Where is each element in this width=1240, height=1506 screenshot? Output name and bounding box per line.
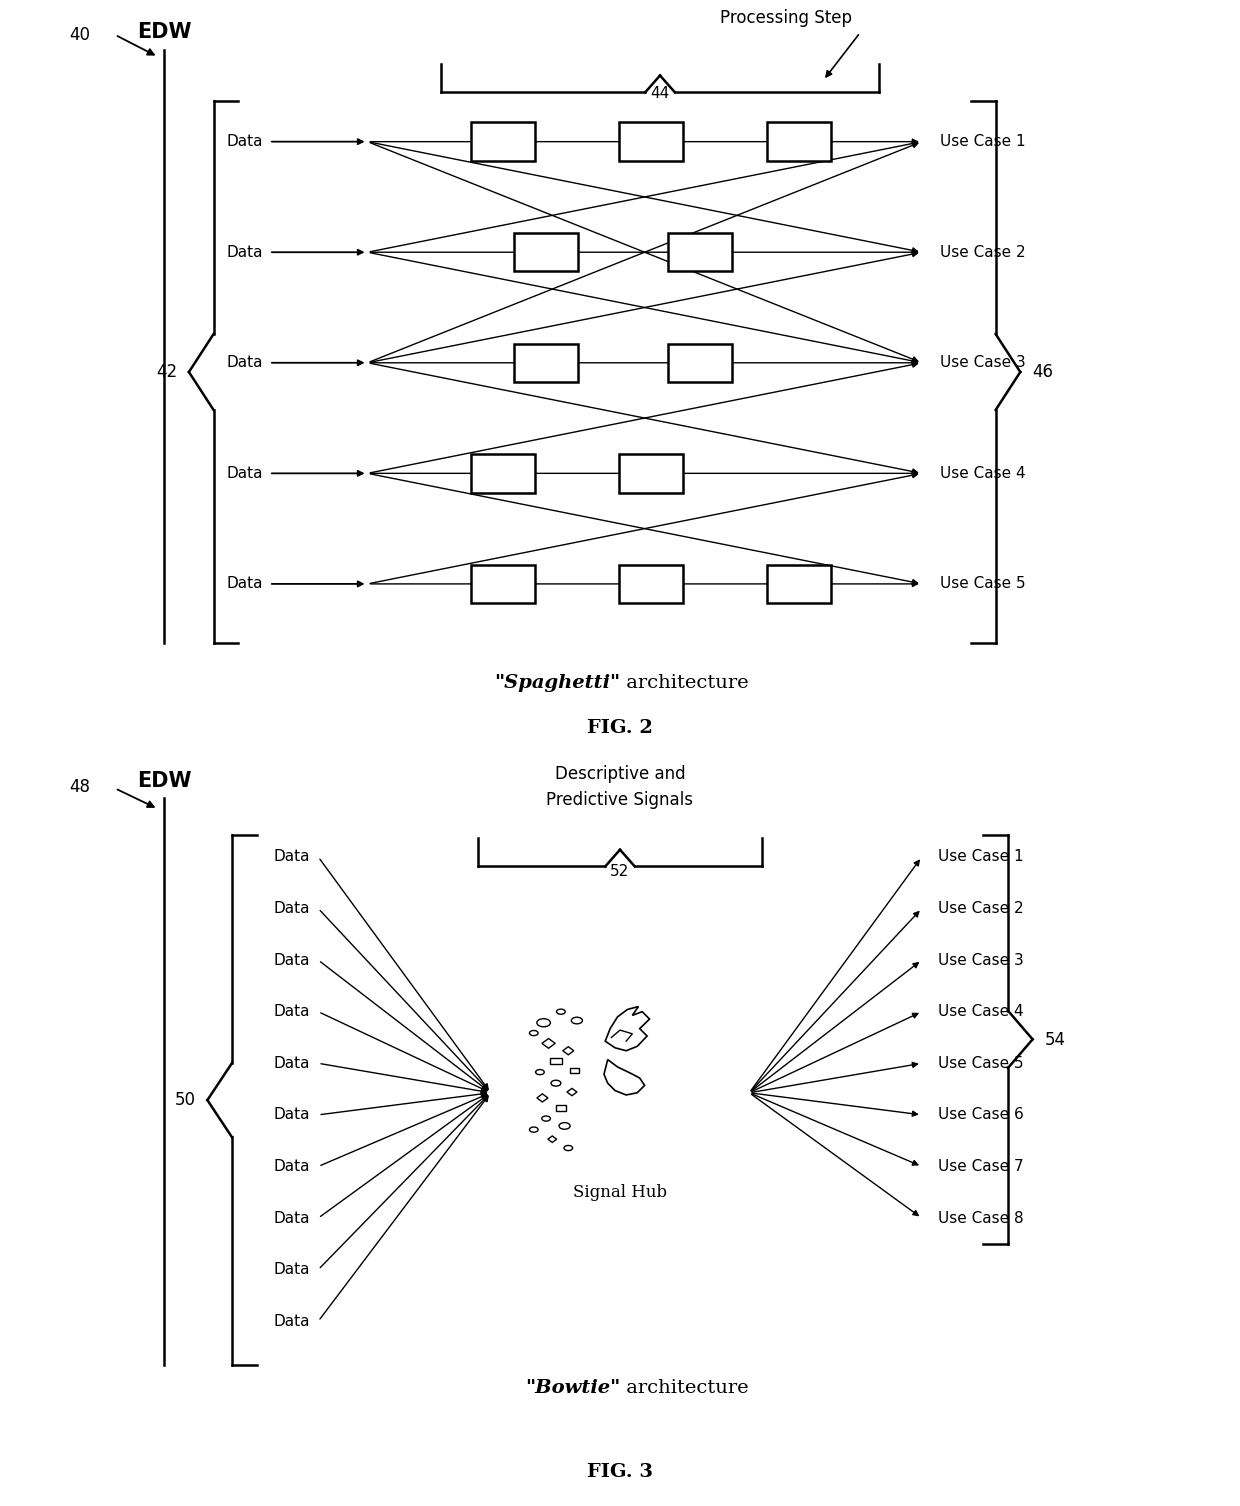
- Text: Use Case 1: Use Case 1: [937, 849, 1023, 864]
- Text: Data: Data: [227, 355, 263, 370]
- Text: architecture: architecture: [620, 675, 749, 693]
- Text: Data: Data: [273, 849, 310, 864]
- FancyBboxPatch shape: [619, 122, 683, 161]
- Text: architecture: architecture: [620, 1378, 749, 1396]
- Text: Use Case 5: Use Case 5: [940, 577, 1025, 592]
- Text: "Spaghetti": "Spaghetti": [494, 675, 620, 693]
- Text: Data: Data: [273, 1211, 310, 1226]
- FancyBboxPatch shape: [619, 455, 683, 492]
- Text: Use Case 8: Use Case 8: [937, 1211, 1023, 1226]
- FancyBboxPatch shape: [515, 343, 578, 383]
- FancyBboxPatch shape: [766, 122, 831, 161]
- Text: EDW: EDW: [138, 23, 191, 42]
- FancyBboxPatch shape: [668, 233, 732, 271]
- FancyBboxPatch shape: [557, 1105, 565, 1111]
- Text: Processing Step: Processing Step: [720, 9, 852, 27]
- Text: Data: Data: [273, 1160, 310, 1175]
- Text: Data: Data: [273, 1313, 310, 1328]
- FancyBboxPatch shape: [766, 565, 831, 602]
- Text: 40: 40: [69, 26, 91, 44]
- Text: Use Case 6: Use Case 6: [937, 1107, 1023, 1122]
- PathPatch shape: [605, 1006, 650, 1051]
- FancyBboxPatch shape: [569, 1068, 579, 1074]
- Text: Data: Data: [227, 577, 263, 592]
- Text: 42: 42: [156, 363, 177, 381]
- FancyBboxPatch shape: [515, 233, 578, 271]
- Text: 44: 44: [650, 86, 670, 101]
- Text: 52: 52: [610, 864, 630, 880]
- Text: Use Case 3: Use Case 3: [940, 355, 1025, 370]
- FancyBboxPatch shape: [471, 565, 534, 602]
- Text: Data: Data: [273, 1056, 310, 1071]
- Text: Use Case 4: Use Case 4: [940, 465, 1025, 480]
- Text: "Bowtie": "Bowtie": [525, 1378, 620, 1396]
- Text: Signal Hub: Signal Hub: [573, 1184, 667, 1200]
- FancyBboxPatch shape: [668, 343, 732, 383]
- Text: FIG. 2: FIG. 2: [587, 718, 653, 736]
- Text: Descriptive and: Descriptive and: [554, 765, 686, 783]
- Text: FIG. 3: FIG. 3: [587, 1464, 653, 1482]
- Text: Data: Data: [273, 901, 310, 916]
- Text: 46: 46: [1032, 363, 1053, 381]
- Text: Use Case 7: Use Case 7: [937, 1160, 1023, 1175]
- Text: 50: 50: [175, 1092, 196, 1108]
- Text: Use Case 2: Use Case 2: [940, 244, 1025, 259]
- PathPatch shape: [604, 1060, 645, 1095]
- FancyBboxPatch shape: [471, 455, 534, 492]
- Text: Use Case 1: Use Case 1: [940, 134, 1025, 149]
- Text: Use Case 5: Use Case 5: [937, 1056, 1023, 1071]
- Text: Use Case 4: Use Case 4: [937, 1005, 1023, 1020]
- FancyBboxPatch shape: [471, 122, 534, 161]
- Text: Data: Data: [273, 1005, 310, 1020]
- Text: EDW: EDW: [138, 771, 191, 791]
- Text: Use Case 2: Use Case 2: [937, 901, 1023, 916]
- FancyBboxPatch shape: [619, 565, 683, 602]
- Text: Predictive Signals: Predictive Signals: [547, 791, 693, 809]
- Text: 48: 48: [69, 779, 91, 795]
- Text: Data: Data: [273, 953, 310, 967]
- FancyBboxPatch shape: [551, 1057, 562, 1065]
- Text: Data: Data: [273, 1107, 310, 1122]
- Text: Data: Data: [227, 244, 263, 259]
- Text: Data: Data: [273, 1262, 310, 1277]
- Text: Data: Data: [227, 465, 263, 480]
- Text: Use Case 3: Use Case 3: [937, 953, 1023, 967]
- Text: Data: Data: [227, 134, 263, 149]
- Text: 54: 54: [1044, 1030, 1065, 1048]
